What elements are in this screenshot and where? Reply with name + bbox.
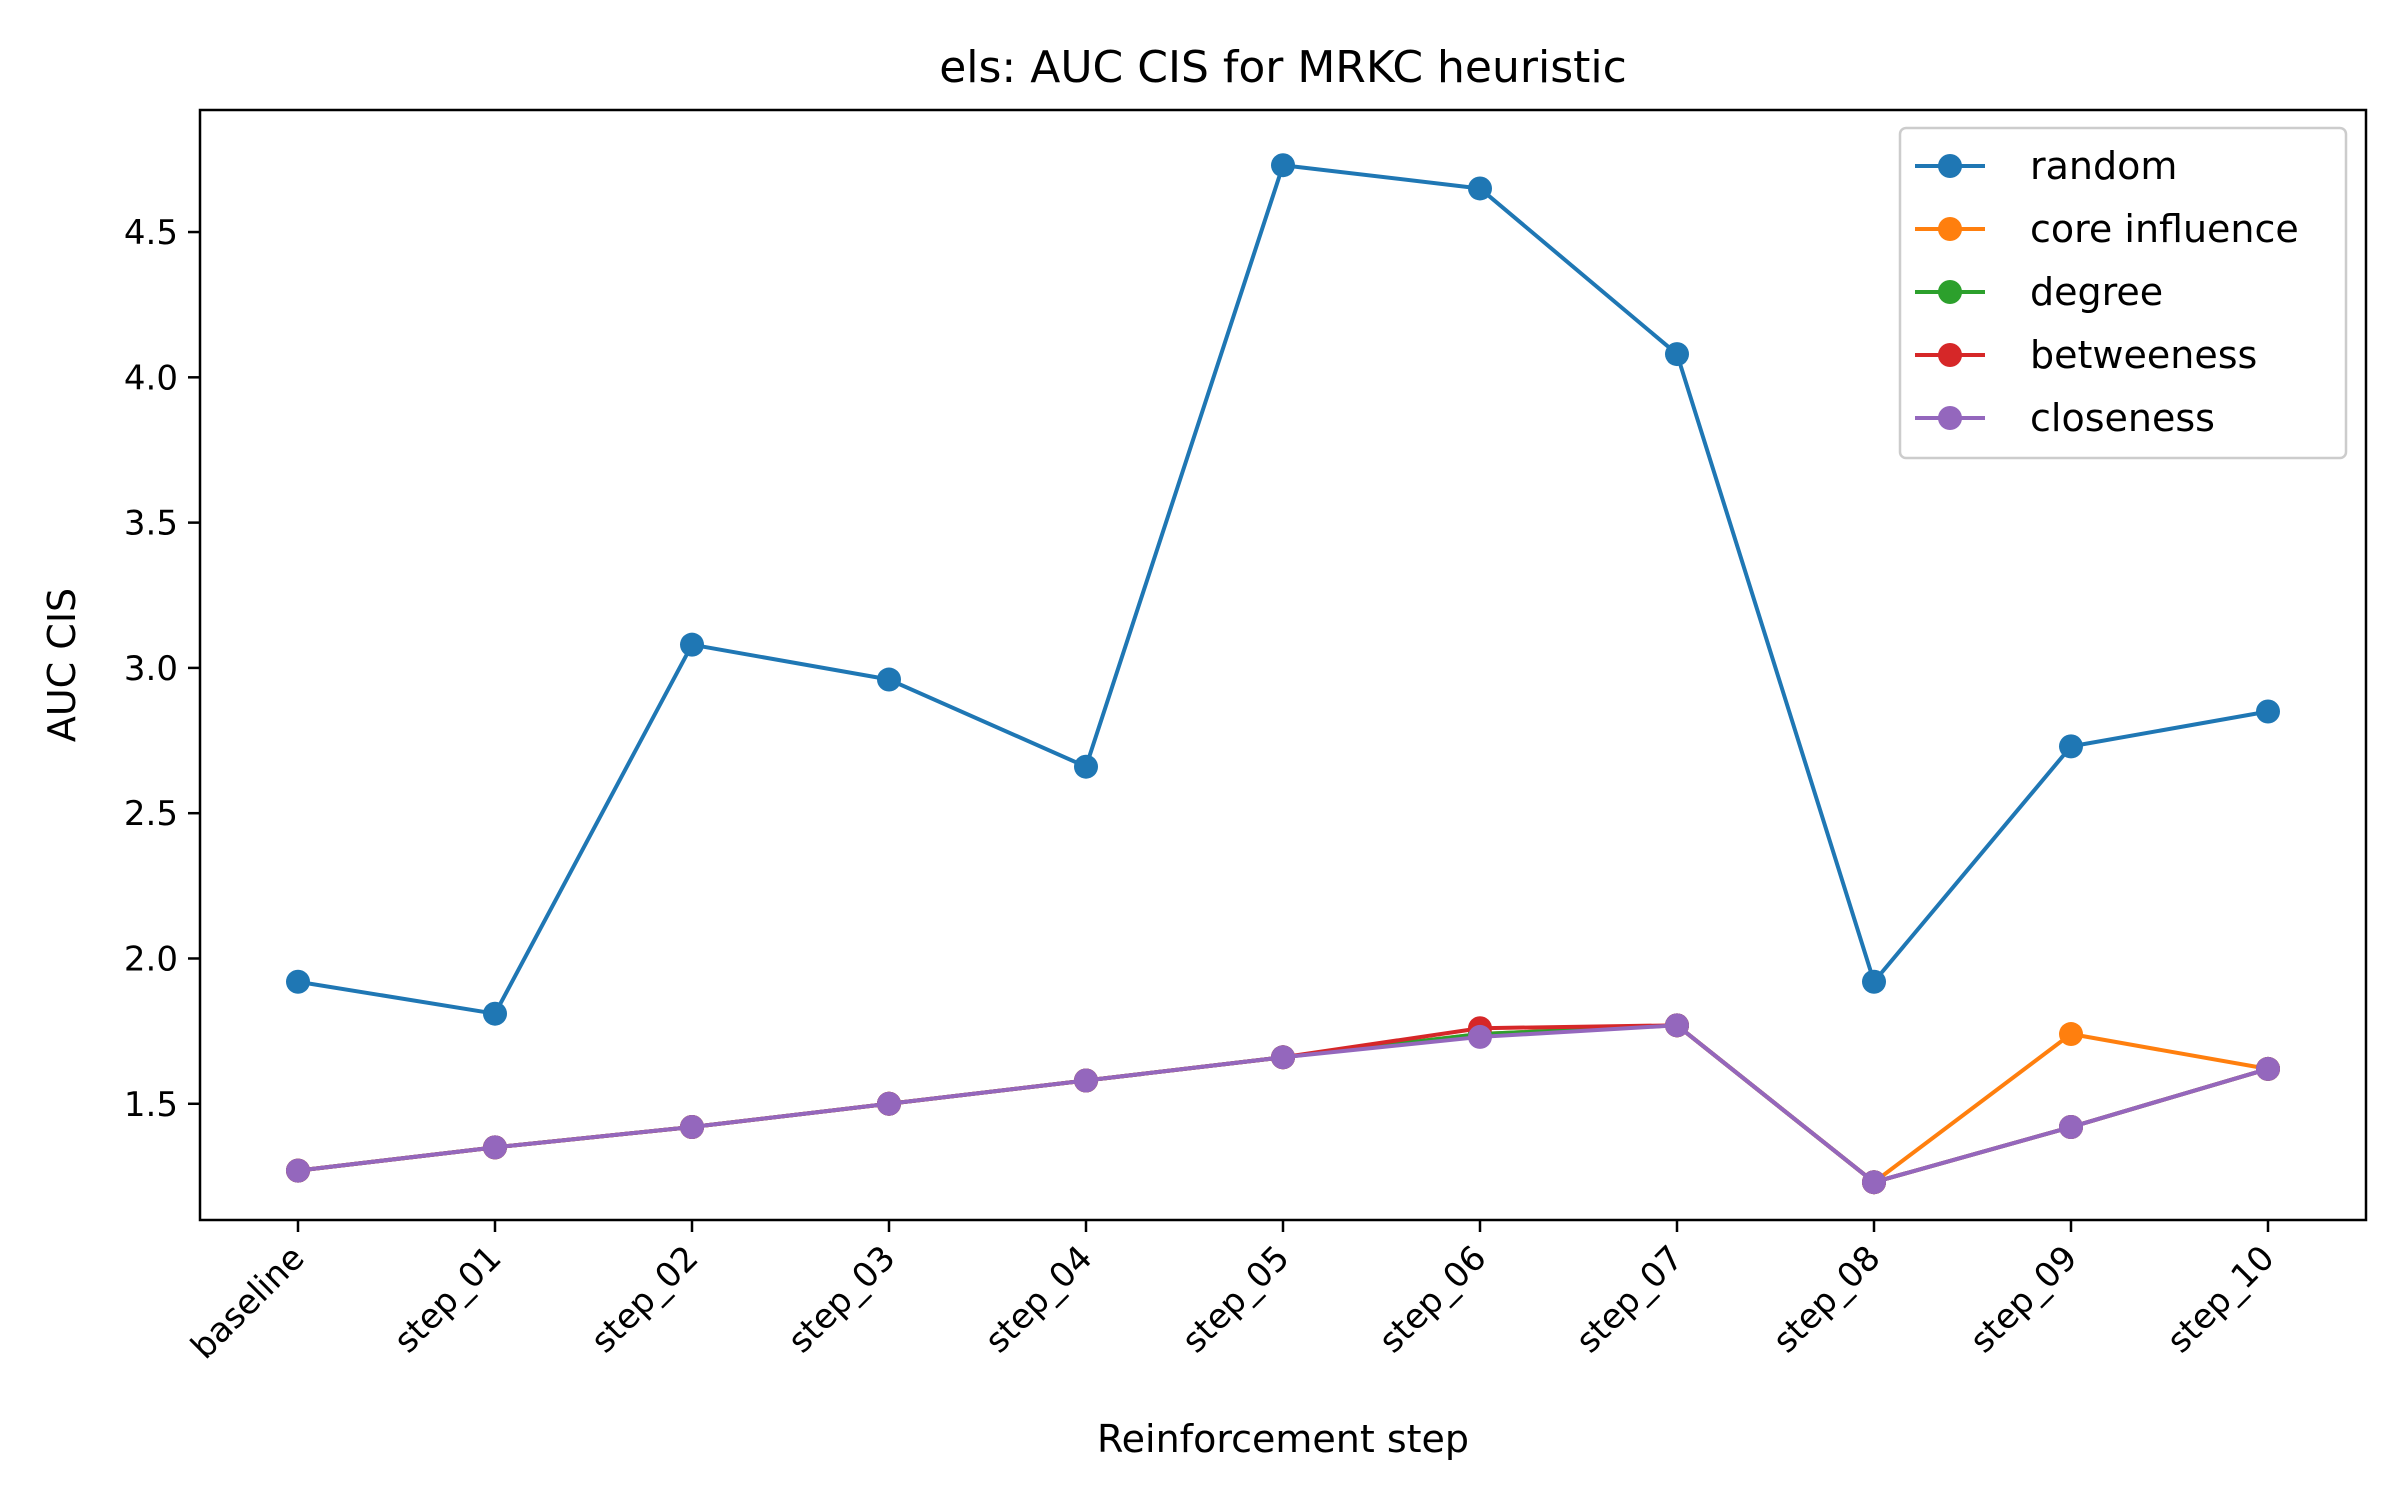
x-tick-label: baseline xyxy=(183,1238,312,1367)
series-closeness xyxy=(286,1013,2280,1195)
y-axis-label: AUC CIS xyxy=(40,588,84,742)
data-point xyxy=(877,667,901,692)
data-point xyxy=(1074,754,1098,779)
legend-item: core influence xyxy=(1915,207,2299,251)
x-axis: baseline step_01 step_02 step_03 step_04 step… xyxy=(183,1220,2282,1367)
x-tick-label: step_09 xyxy=(1962,1238,2085,1361)
y-tick-label: 2.5 xyxy=(124,794,178,834)
legend: random core influence degree betweeness clos… xyxy=(1898,126,2348,460)
data-point xyxy=(286,969,310,994)
data-point xyxy=(286,1158,310,1183)
x-tick-label: step_01 xyxy=(386,1238,509,1361)
data-point xyxy=(1271,1045,1295,1070)
data-point xyxy=(1665,1013,1689,1038)
y-tick-label: 3.0 xyxy=(124,649,178,689)
data-point xyxy=(2059,1115,2083,1140)
data-point xyxy=(1074,1068,1098,1093)
data-point xyxy=(1468,1024,1492,1049)
data-point xyxy=(1468,176,1492,201)
y-tick-label: 4.0 xyxy=(124,358,178,398)
data-point xyxy=(483,1135,507,1160)
legend-swatch-marker xyxy=(1938,280,1962,304)
y-tick-label: 4.5 xyxy=(124,213,178,253)
x-tick-label: step_04 xyxy=(977,1238,1100,1361)
y-tick-label: 2.0 xyxy=(124,939,178,979)
legend-label: degree xyxy=(2030,270,2163,314)
legend-swatch-marker xyxy=(1938,154,1962,178)
legend-item: random xyxy=(1915,144,2177,188)
series-core-influence xyxy=(286,1013,2280,1195)
x-tick-label: step_08 xyxy=(1765,1238,1888,1361)
legend-item: closeness xyxy=(1915,396,2215,440)
data-point xyxy=(877,1091,901,1116)
y-tick-label: 3.5 xyxy=(124,504,178,544)
legend-label: core influence xyxy=(2030,207,2299,251)
data-point xyxy=(680,1115,704,1140)
data-point xyxy=(1271,153,1295,178)
data-point xyxy=(1862,969,1886,994)
legend-label: betweeness xyxy=(2030,333,2257,377)
legend-item: betweeness xyxy=(1915,333,2257,377)
legend-swatch-marker xyxy=(1938,406,1962,430)
data-point xyxy=(2256,1056,2280,1081)
legend-item: degree xyxy=(1915,270,2163,314)
x-tick-label: step_07 xyxy=(1568,1238,1691,1361)
x-tick-label: step_02 xyxy=(583,1238,706,1361)
chart-title: els: AUC CIS for MRKC heuristic xyxy=(939,42,1627,93)
data-point xyxy=(2059,734,2083,759)
data-point xyxy=(1862,1170,1886,1195)
data-point xyxy=(2256,699,2280,724)
legend-label: closeness xyxy=(2030,396,2215,440)
x-axis-label: Reinforcement step xyxy=(1097,1417,1469,1461)
data-point xyxy=(2059,1022,2083,1047)
legend-label: random xyxy=(2030,144,2177,188)
x-tick-label: step_10 xyxy=(2159,1238,2282,1361)
y-tick-label: 1.5 xyxy=(124,1085,178,1125)
x-tick-label: step_05 xyxy=(1174,1238,1297,1361)
x-tick-label: step_03 xyxy=(780,1238,903,1361)
data-point xyxy=(680,632,704,657)
legend-swatch-marker xyxy=(1938,343,1962,367)
series-layer xyxy=(286,153,2280,1195)
legend-box xyxy=(1898,126,2348,460)
data-point xyxy=(483,1001,507,1026)
series-random xyxy=(286,153,2280,1026)
legend-swatch-marker xyxy=(1938,217,1962,241)
y-axis: 1.5 2.0 2.5 3.0 3.5 4.0 4.5 xyxy=(124,213,200,1125)
data-point xyxy=(1665,342,1689,367)
x-tick-label: step_06 xyxy=(1371,1238,1494,1361)
